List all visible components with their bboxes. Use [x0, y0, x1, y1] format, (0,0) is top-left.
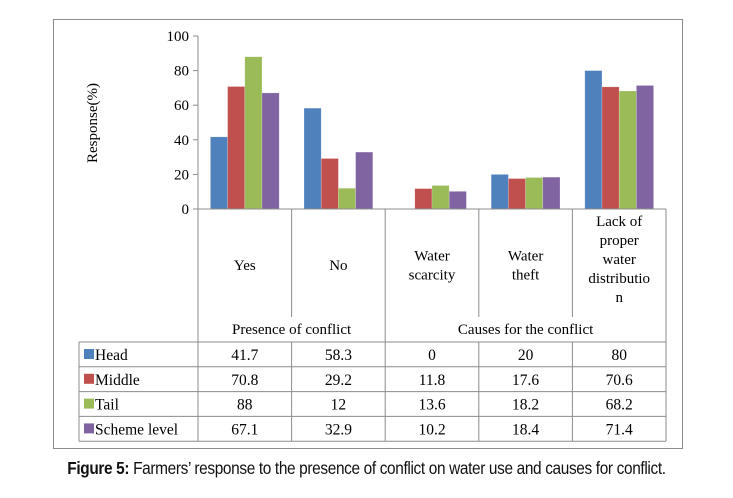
category-label: water [603, 252, 636, 268]
y-tick-label: 0 [182, 202, 190, 218]
data-label: 67.1 [231, 421, 258, 438]
legend-label: Tail [95, 397, 119, 414]
data-label: 17.6 [512, 372, 539, 389]
category-label: Yes [234, 258, 256, 274]
bar-scheme-level [355, 151, 374, 210]
category-label: proper [600, 233, 639, 249]
data-label: 70.6 [606, 372, 633, 389]
bar-middle [227, 86, 246, 210]
bar-middle [601, 86, 620, 210]
legend-label: Head [95, 347, 128, 364]
bar-middle [414, 188, 433, 210]
caption-prefix: Figure 5: [67, 458, 130, 478]
bar-tail [338, 187, 356, 210]
data-label: 32.9 [325, 421, 352, 438]
y-axis-label: Response(%) [85, 83, 101, 163]
category-label: distributio [588, 271, 650, 287]
data-label: 29.2 [325, 372, 352, 389]
data-label: 12 [331, 397, 347, 414]
legend-label: Scheme level [95, 421, 178, 438]
bar-scheme-level [636, 85, 654, 210]
bar-scheme-level [261, 92, 280, 210]
data-label: 13.6 [418, 397, 445, 414]
data-label: 18.4 [512, 421, 539, 438]
data-label: 20 [518, 347, 534, 364]
data-label: 70.8 [231, 372, 258, 389]
data-label: 41.7 [231, 347, 258, 364]
bar-head [303, 107, 322, 210]
category-label: No [329, 258, 347, 274]
category-label: Lack of [596, 214, 642, 230]
y-tick-label: 100 [167, 29, 190, 45]
data-label: 71.4 [606, 421, 633, 438]
y-tick-label: 60 [174, 98, 189, 114]
data-label: 88 [237, 397, 253, 414]
bar-tail [431, 185, 450, 210]
bar-head [584, 70, 603, 210]
legend-swatch-head [84, 349, 94, 359]
caption-text: Farmers’ response to the presence of con… [129, 458, 666, 478]
bar-middle [320, 158, 339, 210]
bar-tail [618, 90, 637, 210]
category-label: n [615, 290, 623, 306]
group-label: Causes for the conflict [458, 322, 594, 338]
y-tick-label: 40 [174, 133, 189, 149]
bar-head [490, 174, 509, 210]
bar-tail [244, 56, 263, 210]
bar-scheme-level [542, 176, 561, 210]
legend-swatch-tail [84, 398, 94, 409]
data-label: 10.2 [418, 421, 445, 438]
data-label: 18.2 [512, 397, 539, 414]
category-label: scarcity [409, 268, 456, 284]
figure-caption: Figure 5: Farmers’ response to the prese… [44, 458, 689, 479]
bar-scheme-level [448, 191, 467, 210]
bar-head [210, 136, 228, 210]
legend-swatch-middle [84, 373, 94, 384]
data-label: 68.2 [606, 397, 633, 414]
data-label: 0 [428, 347, 436, 364]
y-tick-label: 20 [174, 167, 189, 183]
y-tick-label: 80 [174, 64, 189, 80]
legend-swatch-scheme-level [84, 423, 94, 434]
category-label: Water [508, 249, 543, 265]
bar-chart: Response(%) 0 20 40 60 80 100 Yes No Water scarcit… [78, 29, 667, 442]
bar-middle [508, 178, 526, 210]
data-label: 80 [611, 347, 627, 364]
bar-tail [525, 177, 544, 210]
chart-frame [53, 19, 683, 449]
data-label: 58.3 [325, 347, 352, 364]
category-label: Water [414, 249, 449, 265]
category-label: theft [512, 268, 540, 284]
group-label: Presence of conflict [232, 322, 352, 338]
legend-label: Middle [95, 372, 140, 389]
data-label: 11.8 [419, 372, 446, 389]
